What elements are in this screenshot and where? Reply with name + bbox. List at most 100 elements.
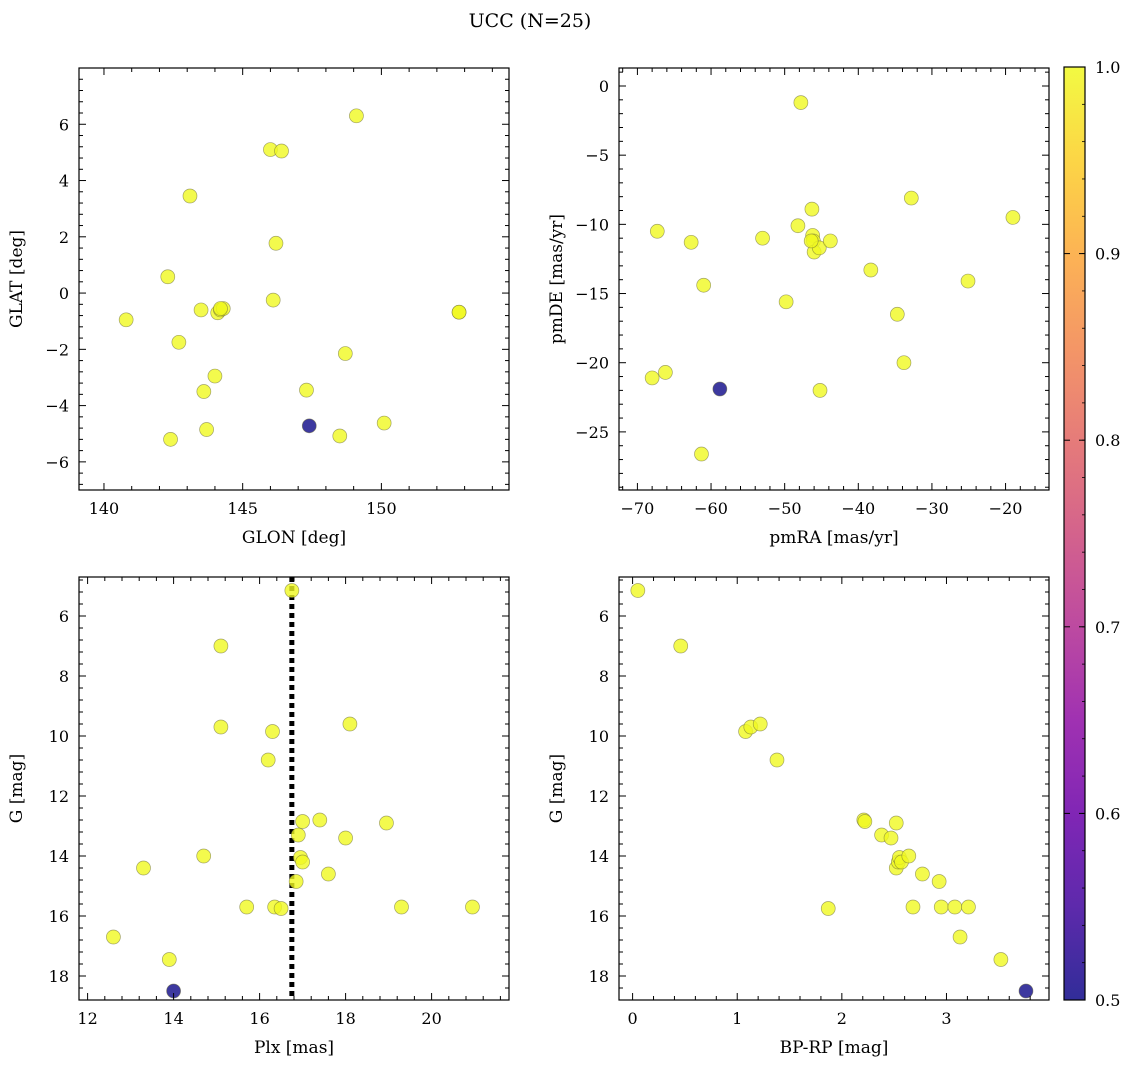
scatter-point bbox=[465, 899, 480, 915]
y-axis-label: G [mag] bbox=[547, 754, 567, 823]
x-tick-label: 0 bbox=[628, 1009, 638, 1028]
scatter-point bbox=[649, 223, 665, 239]
scatter-point bbox=[332, 428, 348, 444]
scatter-point bbox=[213, 719, 229, 735]
scatter-point bbox=[931, 874, 947, 889]
scatter-point bbox=[793, 95, 809, 110]
scatter-point bbox=[274, 143, 289, 159]
scatter-point bbox=[136, 860, 151, 876]
scatter-point bbox=[284, 583, 300, 598]
y-axis-label: GLAT [deg] bbox=[7, 230, 27, 328]
scatter-points bbox=[630, 583, 1034, 999]
x-axis-label: Plx [mas] bbox=[254, 1038, 334, 1058]
y-tick-label: 6 bbox=[59, 115, 69, 134]
scatter-point bbox=[1005, 210, 1021, 225]
axes-frame bbox=[618, 67, 1050, 491]
scatter-point bbox=[299, 382, 314, 398]
x-tick-label: −50 bbox=[768, 499, 802, 518]
scatter-point bbox=[993, 952, 1009, 967]
y-axis-label: G [mag] bbox=[7, 754, 27, 823]
scatter-point bbox=[182, 188, 198, 204]
x-tick-label: 140 bbox=[89, 499, 120, 518]
scatter-point bbox=[857, 814, 873, 829]
x-tick-label: 12 bbox=[77, 1009, 97, 1028]
colorbar: 0.5 0.6 0.7 0.8 0.9 1.0 bbox=[1063, 58, 1120, 1010]
scatter-point bbox=[863, 262, 879, 278]
y-tick-label: −20 bbox=[575, 354, 609, 373]
x-tick-label: 18 bbox=[335, 1009, 355, 1028]
scatter-point bbox=[712, 381, 728, 397]
x-tick-label: 3 bbox=[941, 1009, 951, 1028]
scatter-point bbox=[196, 384, 212, 399]
x-tick-label: −30 bbox=[915, 499, 949, 518]
y-tick-label: −2 bbox=[45, 340, 69, 359]
scatter-point bbox=[213, 638, 229, 654]
colorbar-tick-label: 1.0 bbox=[1095, 58, 1120, 77]
y-tick-label: −25 bbox=[575, 423, 609, 442]
scatter-point bbox=[451, 304, 467, 320]
scatter-point bbox=[696, 277, 712, 293]
scatter-point bbox=[804, 201, 820, 217]
scatter-point bbox=[888, 815, 904, 831]
scatter-point bbox=[952, 929, 968, 945]
y-tick-label: 16 bbox=[589, 907, 609, 926]
x-tick-label: 150 bbox=[366, 499, 397, 518]
scatter-points bbox=[118, 108, 467, 447]
x-tick-label: −60 bbox=[694, 499, 728, 518]
y-tick-label: 10 bbox=[589, 727, 609, 746]
x-tick-label: 145 bbox=[227, 499, 258, 518]
scatter-point bbox=[207, 368, 223, 384]
x-axis-label: pmRA [mas/yr] bbox=[769, 528, 898, 548]
scatter-points bbox=[644, 95, 1021, 462]
x-tick-label: 16 bbox=[249, 1009, 269, 1028]
scatter-point bbox=[755, 230, 770, 246]
scatter-point bbox=[301, 418, 317, 434]
scatter-point bbox=[199, 422, 214, 437]
scatter-point bbox=[683, 234, 699, 250]
scatter-point bbox=[901, 848, 917, 864]
x-axis-label: BP-RP [mag] bbox=[780, 1038, 889, 1058]
scatter-point bbox=[1018, 983, 1034, 999]
x-tick-label: 20 bbox=[421, 1009, 441, 1028]
x-tick-label: 1 bbox=[732, 1009, 742, 1028]
y-tick-label: 10 bbox=[49, 727, 69, 746]
scatter-point bbox=[260, 752, 276, 768]
scatter-point bbox=[644, 370, 660, 386]
scatter-point bbox=[769, 752, 785, 768]
scatter-point bbox=[694, 446, 709, 462]
scatter-point bbox=[161, 952, 177, 967]
scatter-point bbox=[193, 302, 209, 318]
scatter-point bbox=[265, 292, 281, 308]
scatter-point bbox=[379, 815, 394, 831]
scatter-point bbox=[630, 583, 646, 598]
scatter-point bbox=[933, 899, 949, 915]
x-tick-label: 14 bbox=[163, 1009, 183, 1028]
scatter-point bbox=[812, 383, 828, 398]
y-tick-label: 6 bbox=[599, 607, 609, 626]
scatter-point bbox=[752, 716, 768, 732]
scatter-point bbox=[338, 830, 353, 846]
x-axis-label: GLON [deg] bbox=[242, 528, 346, 548]
y-tick-label: 18 bbox=[49, 967, 69, 986]
scatter-point bbox=[960, 273, 976, 289]
scatter-point bbox=[163, 432, 178, 447]
scatter-point bbox=[295, 814, 310, 829]
colorbar-tick-label: 0.6 bbox=[1095, 804, 1120, 823]
y-tick-label: 8 bbox=[59, 667, 69, 686]
scatter-point bbox=[889, 306, 905, 322]
colorbar-tick-label: 0.8 bbox=[1095, 431, 1120, 450]
scatter-point bbox=[268, 235, 284, 251]
colorbar-tick-label: 0.9 bbox=[1095, 245, 1120, 264]
scatter-point bbox=[265, 724, 280, 739]
scatter-point bbox=[295, 854, 310, 870]
scatter-point bbox=[171, 334, 187, 350]
scatter-point bbox=[213, 301, 228, 316]
scatter-point bbox=[394, 899, 409, 915]
axes-frame bbox=[78, 67, 510, 491]
y-tick-label: 16 bbox=[49, 907, 69, 926]
scatter-point bbox=[961, 899, 976, 915]
